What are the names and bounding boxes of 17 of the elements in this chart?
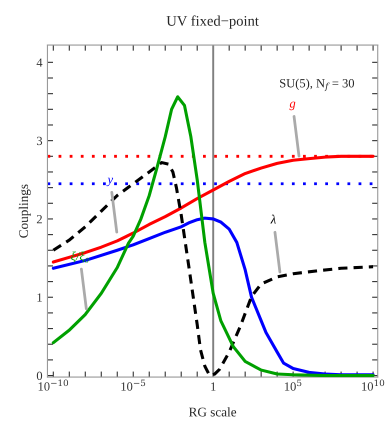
x-tick-label: 10$^{5}$ (284, 380, 302, 391)
y-tick-label: 3 (36, 136, 42, 146)
x-axis-title: RG scale (188, 407, 236, 416)
y-tick-label: 1 (37, 293, 42, 302)
annotation: y (106, 178, 114, 186)
x-tick-label: 10$^{10}$ (362, 380, 384, 391)
annotation: λ (270, 214, 276, 224)
y-tick-label: 0 (36, 372, 42, 380)
y-axis-title: Couplings (18, 184, 31, 238)
annotation: SU(5), N$_{f}$ = 30 (280, 78, 354, 92)
x-tick-label: 10$^{−5}$ (121, 380, 146, 391)
y-tick-label: 4 (36, 58, 42, 67)
y-tick-label: 2 (36, 215, 42, 224)
chart-title: UV fixed−point (166, 15, 259, 29)
annotation: g (289, 102, 296, 110)
x-tick-label: 1 (211, 382, 216, 391)
x-tick-label: 10$^{−10}$ (38, 380, 68, 391)
